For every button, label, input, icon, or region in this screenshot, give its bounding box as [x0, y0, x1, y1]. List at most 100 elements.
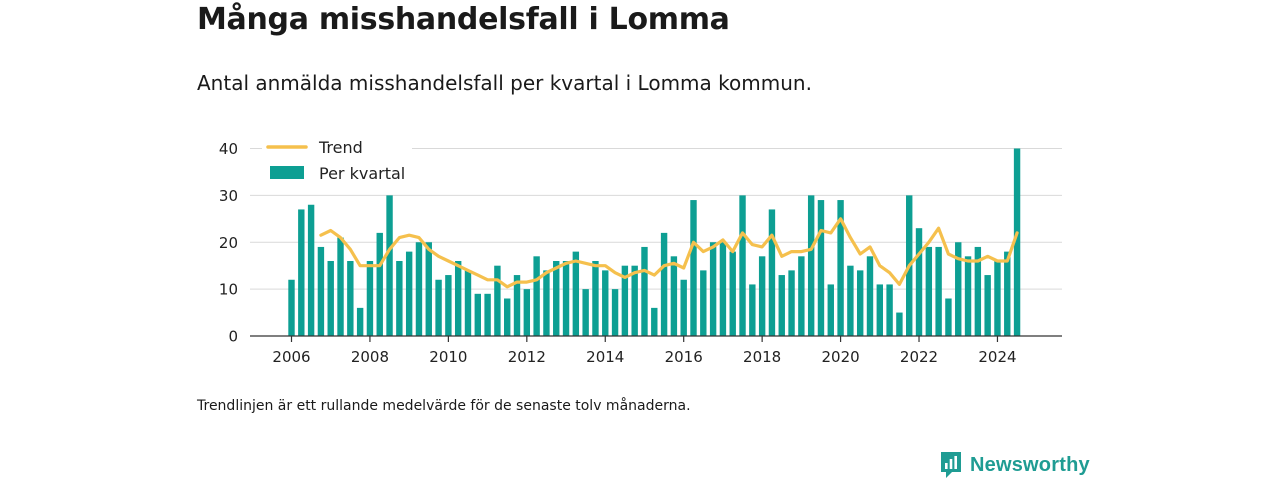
bar: [758, 256, 766, 336]
brand-name: Newsworthy: [970, 453, 1090, 476]
bar: [484, 293, 491, 336]
bar: [553, 261, 560, 336]
chart-subtitle: Antal anmälda misshandelsfall per kvarta…: [197, 71, 812, 95]
bar: [425, 242, 432, 336]
bar: [739, 195, 746, 336]
x-axis-ticks: 2006 2008 2010 2012 2014 2016 2018 2020 2022 2024: [272, 336, 1017, 366]
bar: [405, 251, 413, 336]
bar: [935, 246, 942, 336]
bar: [690, 200, 697, 336]
bar: [602, 270, 609, 336]
bar: [543, 270, 550, 336]
x-tick-label: 2020: [821, 348, 859, 366]
bar: [445, 275, 452, 336]
bar: [749, 284, 756, 336]
legend-trend-label: Trend: [318, 138, 363, 157]
bar: [896, 312, 903, 336]
bar: [415, 242, 423, 336]
bar: [837, 200, 844, 336]
x-tick-label: 2008: [351, 348, 389, 366]
bar: [856, 270, 864, 336]
bar: [435, 279, 442, 336]
bar: [817, 200, 825, 336]
bar: [984, 275, 991, 336]
legend-bar-label: Per kvartal: [319, 164, 405, 183]
bar: [337, 237, 344, 336]
bar: [611, 289, 619, 336]
bar: [915, 228, 923, 336]
bar: [974, 246, 982, 336]
bar: [1004, 251, 1011, 336]
bar: [454, 261, 462, 336]
bar: [964, 256, 972, 336]
bar: [866, 256, 874, 336]
bar: [513, 275, 521, 336]
bar: [386, 195, 393, 336]
bar: [494, 265, 501, 336]
bar: [847, 265, 854, 336]
bar: [582, 289, 589, 336]
y-axis-ticks: 0 10 20 30 40: [219, 140, 238, 346]
newsworthy-icon: [941, 452, 961, 478]
bar: [886, 284, 893, 336]
bar: [827, 284, 834, 336]
y-tick-label: 20: [219, 234, 238, 252]
y-tick-label: 30: [219, 187, 238, 205]
bar: [356, 307, 364, 336]
bar: [798, 256, 805, 336]
bar: [670, 256, 678, 336]
x-tick-label: 2022: [900, 348, 938, 366]
bar-series: [288, 148, 1021, 336]
legend: Trend Per kvartal: [262, 134, 412, 188]
bar: [700, 270, 707, 336]
bar: [807, 195, 815, 336]
bar: [709, 242, 717, 336]
bar: [925, 246, 933, 336]
trend-line: [319, 217, 1019, 289]
bar: [464, 270, 472, 336]
bar: [719, 242, 727, 336]
footnote: Trendlinjen är ett rullande medelvärde f…: [197, 398, 691, 414]
x-tick-label: 2006: [272, 348, 310, 366]
bar: [994, 261, 1001, 336]
bar: [778, 275, 785, 336]
bar: [621, 265, 629, 336]
bar: [945, 298, 952, 336]
bar: [366, 261, 374, 336]
bar: [788, 270, 795, 336]
bar: [523, 289, 531, 336]
y-tick-label: 0: [228, 328, 238, 346]
bar: [288, 279, 295, 336]
y-tick-label: 40: [219, 140, 238, 158]
bar: [504, 298, 511, 336]
x-tick-label: 2016: [665, 348, 703, 366]
bar: [768, 209, 776, 336]
chart-title: Många misshandelsfall i Lomma: [197, 2, 730, 37]
bar: [298, 209, 305, 336]
bar: [327, 261, 334, 336]
x-tick-label: 2014: [586, 348, 624, 366]
bar: [307, 204, 315, 336]
bar: [317, 246, 325, 336]
y-tick-label: 10: [219, 281, 238, 299]
bar: [396, 261, 403, 336]
x-tick-label: 2024: [978, 348, 1016, 366]
bar: [572, 251, 580, 336]
bar: [641, 246, 648, 336]
bar: [631, 265, 638, 336]
bar: [651, 307, 658, 336]
brand-logo: Newsworthy: [939, 451, 1090, 479]
bar: [347, 261, 354, 336]
bar: [474, 293, 481, 336]
legend-bar-swatch: [270, 166, 304, 179]
bar: [533, 256, 540, 336]
x-tick-label: 2012: [508, 348, 546, 366]
x-tick-label: 2018: [743, 348, 781, 366]
bar: [876, 284, 883, 336]
bar: [955, 242, 962, 336]
bar: [592, 261, 599, 336]
bar: [660, 232, 668, 336]
bar: [1013, 148, 1021, 336]
bar: [729, 251, 736, 336]
